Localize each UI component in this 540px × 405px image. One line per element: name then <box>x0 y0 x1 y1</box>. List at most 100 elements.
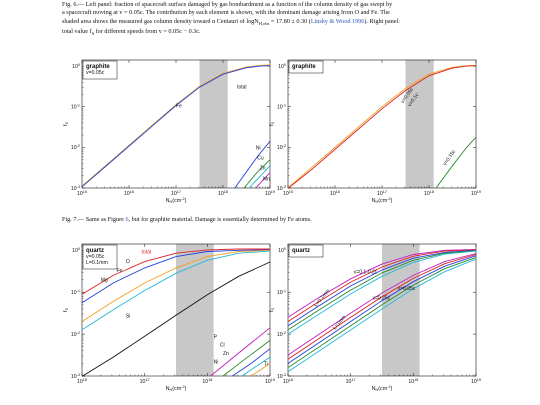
annotation-fe: Fe <box>176 104 182 110</box>
x-tick-label: 1018 <box>218 190 228 197</box>
thickness-label: L=0.1mm <box>86 260 108 266</box>
fig6-caption-line3c: = 17.80 ± 0.30 ( <box>269 17 311 25</box>
annotation-cu: Cu <box>257 156 264 162</box>
annotation-o: O <box>126 259 130 265</box>
annotation-ni: Ni <box>214 359 219 365</box>
material-label: quartz <box>292 248 310 254</box>
annotation-v-0.25c: v=0.25c <box>373 296 391 302</box>
shaded-column-density-range <box>199 60 228 188</box>
annotation-mg: Mg <box>101 278 108 284</box>
x-axis-label: NH(cm-2) <box>372 385 393 392</box>
y-axis-label: fS <box>269 308 275 313</box>
fig7-figure-ref-link[interactable]: 6 <box>125 216 129 223</box>
shaded-column-density-range <box>176 244 214 376</box>
y-tick-label: 10-3 <box>71 373 80 380</box>
y-tick-label: 10-3 <box>71 185 80 192</box>
annotation-total: total <box>237 84 246 90</box>
annotation-zn: Zn <box>260 166 266 172</box>
series-line-l-0.1mm-v-0.15c <box>287 249 477 327</box>
series-line-l-1mm-v-0.15c <box>287 255 477 364</box>
series-line-cl <box>222 340 271 377</box>
legend-box <box>288 244 324 258</box>
x-tick-label: 1016 <box>330 190 340 197</box>
fig6-caption-line3-sub: H,obs <box>258 20 270 26</box>
annotation-ti: Ti <box>264 362 268 368</box>
annotation-ni: Ni <box>256 145 261 151</box>
series-line-si <box>81 261 271 377</box>
fig6-caption: Fig. 6.— Left panel: fraction of spacecr… <box>62 1 480 39</box>
annotation-cl: Cl <box>220 343 225 349</box>
series-line-zn <box>248 165 271 189</box>
shaded-column-density-range <box>405 60 434 188</box>
x-tick-label: 1019 <box>471 190 481 197</box>
annotation-mn: Mn <box>263 177 270 183</box>
series-line-v-0.1c <box>287 65 477 189</box>
x-tick-label: 1017 <box>377 190 387 197</box>
y-tick-label: 10-3 <box>277 185 286 192</box>
series-line-ni <box>234 141 271 189</box>
series-line-ti <box>250 363 271 377</box>
annotation-v-0.1-0.2c: v=0.1-0.2c <box>354 269 378 275</box>
legend-box <box>82 244 118 270</box>
speed-label: v=0.05c <box>86 254 105 260</box>
series-line-ni <box>241 356 271 377</box>
fig6-caption-line3a: shaded area shows the measured gas colum… <box>62 17 259 25</box>
material-label: graphite <box>292 64 316 70</box>
x-tick-label: 1016 <box>124 190 134 197</box>
annotation-si: Si <box>126 313 130 319</box>
fig6-caption-line2: a spacecraft moving at v = 0.05c. The co… <box>62 9 390 17</box>
x-axis-label: NH(cm-2) <box>166 385 187 392</box>
series-line-l-0.1mm-v-0.1c <box>287 249 477 322</box>
plot-frame <box>81 243 271 377</box>
legend-box <box>288 60 324 74</box>
series-line-total <box>81 248 270 295</box>
fig6-caption-line1: Left panel: fraction of spacecraft surfa… <box>84 1 393 8</box>
chart-quartz-elements: 1016 1017 1018 1019 10-3 10-2 10-1 100 NH(cm-2) f… <box>63 243 275 392</box>
material-label: quartz <box>86 248 104 254</box>
annotation-l-0.1mm: L=0.1mm <box>313 288 331 308</box>
series-line-mn <box>255 172 271 189</box>
y-tick-label: 10-1 <box>71 104 80 111</box>
series-line-v-0.05c <box>287 64 477 189</box>
series-line-l-1mm-v-0.2c <box>287 256 477 368</box>
x-tick-label: 1017 <box>171 190 181 197</box>
y-tick-label: 10-2 <box>71 144 80 151</box>
annotation-v-0.05c: v=0.05c <box>398 286 416 292</box>
series-line-mg <box>81 250 271 331</box>
fig7-caption-a: Same as Figure <box>84 216 126 223</box>
fig6-caption-line4-sub: S <box>91 31 95 37</box>
x-tick-label: 1015 <box>283 190 293 197</box>
chart-quartz-speeds: 1016 1017 1018 1019 10-3 10-2 10-1 100 NH(cm-2) f… <box>269 243 481 392</box>
x-tick-label: 1017 <box>140 378 150 385</box>
annotation-p: P <box>214 334 218 340</box>
x-tick-label: 1016 <box>283 378 293 385</box>
y-tick-label: 10-3 <box>277 373 286 380</box>
y-axis-label: fS <box>63 122 69 127</box>
y-tick-label: 100 <box>72 247 80 254</box>
y-tick-label: 10-1 <box>71 289 80 296</box>
series-line-l-1mm-v-0.05c <box>287 253 477 356</box>
speed-label: v=0.05c <box>86 70 105 76</box>
series-line-l-0.1mm-v-0.05c <box>287 248 477 318</box>
y-tick-label: 100 <box>278 63 286 70</box>
y-tick-label: 100 <box>72 63 80 70</box>
x-tick-label: 1018 <box>408 378 418 385</box>
fig7-caption-prefix: Fig. 7.— <box>62 216 85 223</box>
annotation-zn: Zn <box>223 351 229 357</box>
fig6-caption-prefix: Fig. 6.— <box>62 1 85 8</box>
plot-frame <box>287 59 477 189</box>
series-line-l-1mm-v-0.25c <box>287 258 477 373</box>
plot-frame <box>287 243 477 377</box>
fig6-caption-line4c: for different speeds from v = 0.05c − 0.… <box>94 28 201 36</box>
y-tick-label: 10-1 <box>277 289 286 296</box>
y-tick-label: 10-2 <box>277 331 286 338</box>
chart-graphite-elements: 1015 1016 1017 1018 1019 10-3 10-2 10-1 100 NH(cm… <box>63 59 275 204</box>
y-tick-label: 100 <box>278 247 286 254</box>
series-line-zn <box>232 348 271 377</box>
x-tick-label: 1018 <box>424 190 434 197</box>
series-line-total <box>81 64 271 187</box>
x-tick-label: 1019 <box>265 190 275 197</box>
fig6-citation-link[interactable]: Linsky & Wood 1996 <box>310 17 365 25</box>
x-tick-label: 1018 <box>202 378 212 385</box>
series-line-cu <box>243 159 271 189</box>
